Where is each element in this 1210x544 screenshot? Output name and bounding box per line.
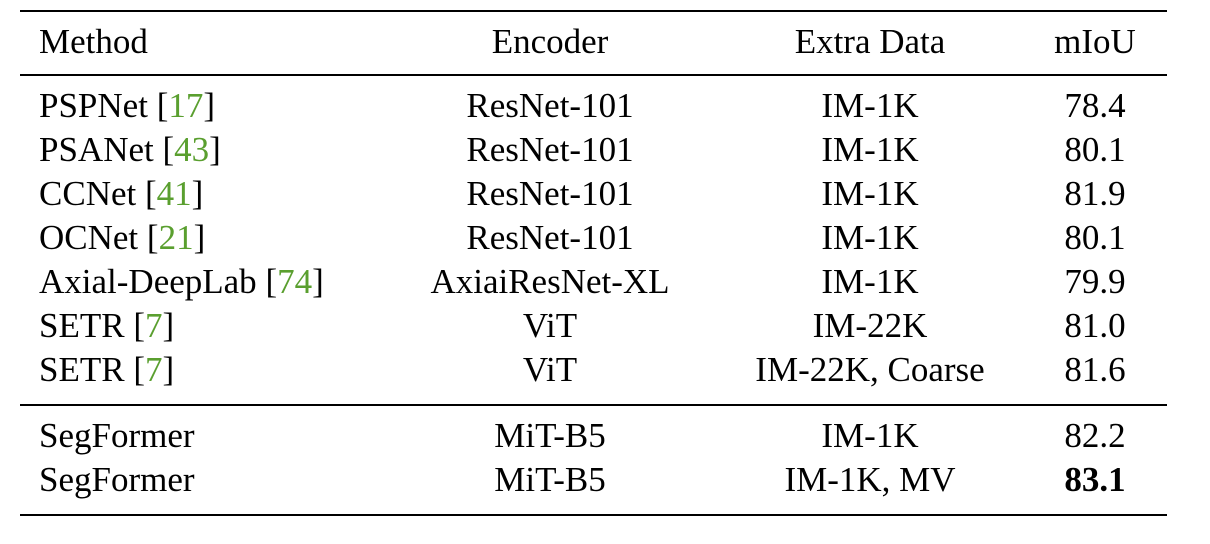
table-row: SegFormer MiT-B5 IM-1K, MV 83.1 <box>0 458 1210 502</box>
encoder-cell: MiT-B5 <box>494 460 606 499</box>
table-row: CCNet [41] ResNet-101 IM-1K 81.9 <box>0 172 1210 216</box>
extra-data-cell: IM-1K, MV <box>784 460 956 499</box>
method-cell: PSANet [43] <box>39 130 221 169</box>
citation-link[interactable]: 21 <box>158 218 194 257</box>
encoder-cell: AxiaiResNet-XL <box>430 262 670 301</box>
miou-cell: 80.1 <box>1064 130 1126 169</box>
header-rule <box>20 74 1167 76</box>
table-row: SETR [7] ViT IM-22K 81.0 <box>0 304 1210 348</box>
citation-link[interactable]: 41 <box>156 174 192 213</box>
best-miou-cell: 83.1 <box>1064 460 1126 499</box>
miou-cell: 82.2 <box>1064 416 1126 455</box>
encoder-cell: ResNet-101 <box>466 130 634 169</box>
table-row: SETR [7] ViT IM-22K, Coarse 81.6 <box>0 348 1210 392</box>
miou-cell: 81.6 <box>1064 350 1126 389</box>
bottom-rule <box>20 514 1167 516</box>
extra-data-cell: IM-22K, Coarse <box>755 350 985 389</box>
method-cell: OCNet [21] <box>39 218 206 257</box>
encoder-cell: MiT-B5 <box>494 416 606 455</box>
method-cell: Axial-DeepLab [74] <box>39 262 324 301</box>
method-cell: PSPNet [17] <box>39 86 215 125</box>
extra-data-cell: IM-1K <box>821 174 919 213</box>
encoder-cell: ViT <box>522 306 578 345</box>
method-cell: CCNet [41] <box>39 174 204 213</box>
top-rule <box>20 10 1167 12</box>
method-cell: SegFormer <box>39 460 195 499</box>
table-row: SegFormer MiT-B5 IM-1K 82.2 <box>0 414 1210 458</box>
header-row: Method Encoder Extra Data mIoU <box>0 20 1210 64</box>
miou-cell: 79.9 <box>1064 262 1126 301</box>
table-row: Axial-DeepLab [74] AxiaiResNet-XL IM-1K … <box>0 260 1210 304</box>
method-cell: SETR [7] <box>39 306 175 345</box>
extra-data-cell: IM-1K <box>821 130 919 169</box>
encoder-cell: ResNet-101 <box>466 218 634 257</box>
citation-link[interactable]: 43 <box>174 130 210 169</box>
method-cell: SETR [7] <box>39 350 175 389</box>
extra-data-cell: IM-1K <box>821 262 919 301</box>
miou-cell: 78.4 <box>1064 86 1126 125</box>
table-row: PSPNet [17] ResNet-101 IM-1K 78.4 <box>0 84 1210 128</box>
citation-link[interactable]: 17 <box>168 86 204 125</box>
encoder-cell: ViT <box>522 350 578 389</box>
citation-link[interactable]: 74 <box>277 262 313 301</box>
method-cell: SegFormer <box>39 416 195 455</box>
extra-data-cell: IM-22K <box>812 306 928 345</box>
encoder-cell: ResNet-101 <box>466 174 634 213</box>
table-row: PSANet [43] ResNet-101 IM-1K 80.1 <box>0 128 1210 172</box>
miou-cell: 81.9 <box>1064 174 1126 213</box>
citation-link[interactable]: 7 <box>144 306 163 345</box>
miou-cell: 80.1 <box>1064 218 1126 257</box>
extra-data-cell: IM-1K <box>821 86 919 125</box>
table-row: OCNet [21] ResNet-101 IM-1K 80.1 <box>0 216 1210 260</box>
miou-cell: 81.0 <box>1064 306 1126 345</box>
header-encoder: Encoder <box>491 22 609 61</box>
extra-data-cell: IM-1K <box>821 416 919 455</box>
extra-data-cell: IM-1K <box>821 218 919 257</box>
group-separator-rule <box>20 404 1167 406</box>
header-method: Method <box>39 22 148 61</box>
encoder-cell: ResNet-101 <box>466 86 634 125</box>
citation-link[interactable]: 7 <box>144 350 163 389</box>
header-extra-data: Extra Data <box>794 22 946 61</box>
header-miou: mIoU <box>1054 22 1136 61</box>
